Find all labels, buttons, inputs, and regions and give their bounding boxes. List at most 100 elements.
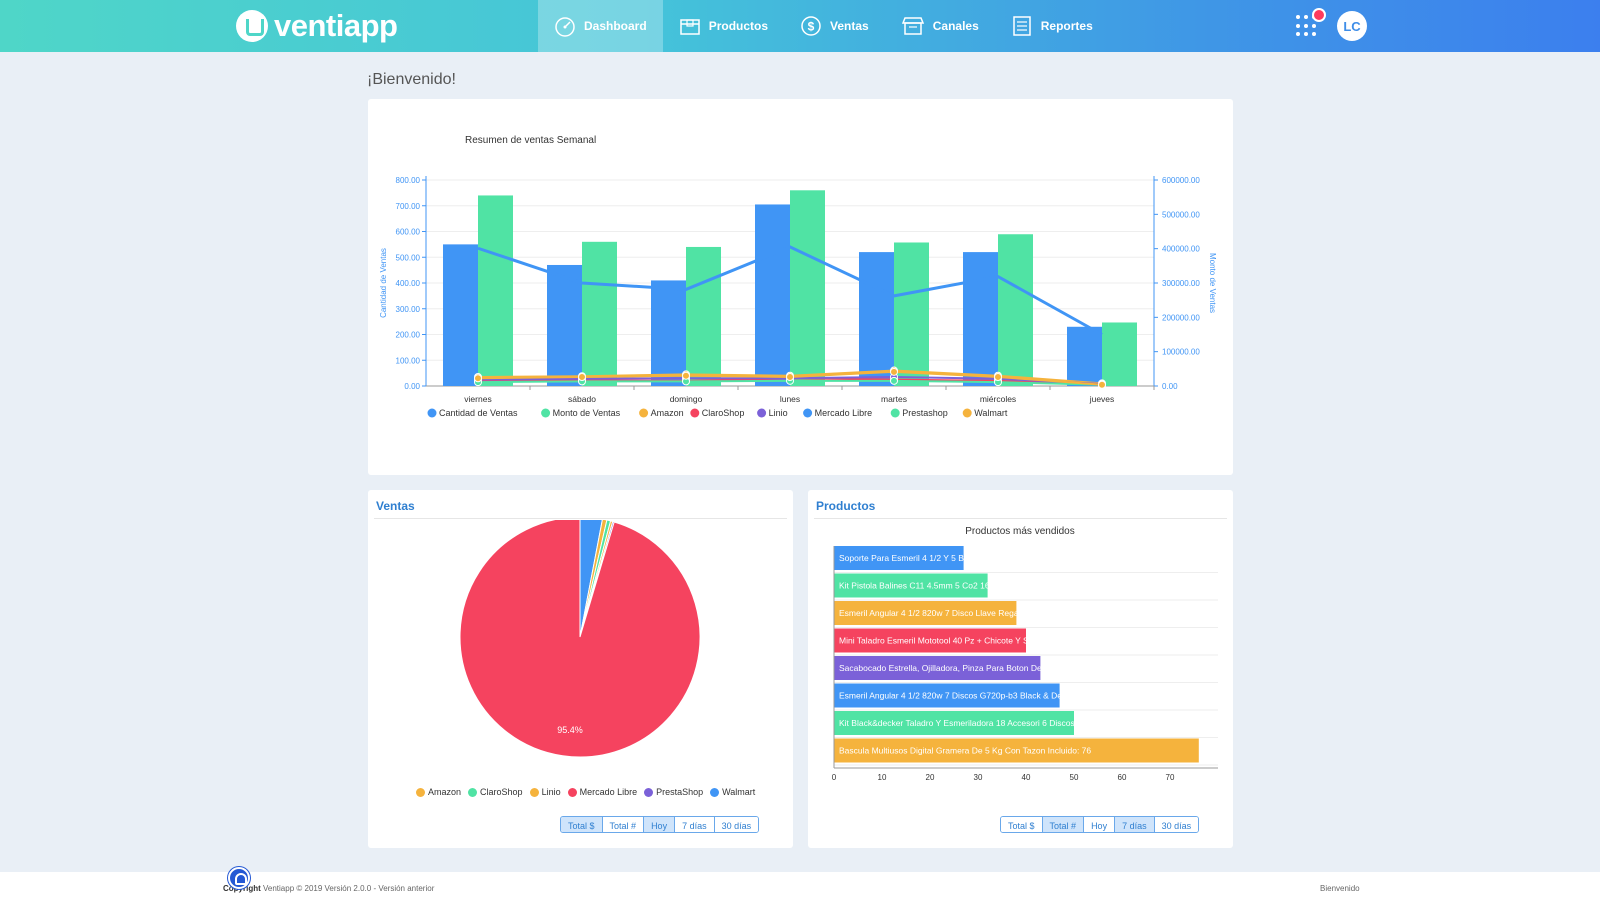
weekly-sales-card: Resumen de ventas Semanal 0.00 100.00 200.0…	[368, 99, 1233, 475]
legend-label: Linio	[541, 787, 561, 797]
legend-label: Prestashop	[902, 408, 948, 418]
list-report-icon	[1013, 16, 1031, 36]
bar-monto-de-ventas	[478, 195, 513, 386]
productos-title: Productos	[816, 499, 876, 513]
y-tick-label: 600.00	[396, 228, 421, 237]
ventas-filter-group: Total $ Total # Hoy 7 días 30 días	[560, 816, 760, 833]
x-tick-label: martes	[881, 394, 907, 404]
legend-swatch	[529, 787, 539, 797]
y2-tick-label: 600000.00	[1162, 176, 1200, 185]
point-walmart	[578, 372, 586, 381]
y-tick-label: 100.00	[396, 356, 421, 365]
x-tick-label: lunes	[780, 394, 800, 404]
ventas-card: Ventas 95.4% Amazon ClaroShop Linio Mercado…	[368, 490, 793, 848]
chart-title: Resumen de ventas Semanal	[465, 135, 596, 146]
productos-total-button[interactable]: Total $	[1001, 817, 1043, 832]
footer-copyright: Copyright Ventiapp © 2019 Versión 2.0.0 …	[223, 884, 434, 893]
storefront-icon	[901, 17, 924, 35]
product-bar-label: Kit Pistola Balines C11 4.5mm 5 Co2 1640…	[839, 581, 1096, 591]
product-bar-label: Sacabocado Estrella, Ojilladora, Pinza P…	[839, 663, 1087, 673]
ventas-total-button[interactable]: Total $	[561, 817, 603, 832]
y-tick-label: 400.00	[396, 279, 421, 288]
point-walmart	[890, 367, 898, 376]
point-walmart	[786, 372, 794, 381]
y-axis-label: Cantidad de Ventas	[379, 248, 388, 318]
point-walmart	[474, 374, 482, 383]
pie-slice-walmart	[579, 520, 603, 638]
footer-version[interactable]: Ventiapp © 2019 Versión 2.0.0 - Versión …	[263, 884, 435, 893]
ventas-hoy-button[interactable]: Hoy	[644, 817, 676, 832]
y-tick-label: 800.00	[396, 176, 421, 185]
top-bar: ventiapp Dashboard Productos $ Ventas Ca…	[0, 0, 1600, 52]
legend-swatch	[962, 408, 972, 418]
product-bar-label: Soporte Para Esmeril 4 1/2 Y 5 Base Cort…	[839, 553, 1093, 563]
bar-cantidad-de-ventas	[859, 252, 894, 386]
x-tick-label: viernes	[464, 394, 491, 404]
nav-canales[interactable]: Canales	[885, 0, 995, 52]
brand-name: ventiapp	[274, 8, 398, 43]
product-bar	[834, 573, 988, 598]
legend-label: ClaroShop	[702, 408, 745, 418]
ventas-30-d-as-button[interactable]: 30 días	[714, 817, 759, 832]
nav-dashboard-label: Dashboard	[584, 19, 647, 33]
legend-swatch	[639, 408, 649, 418]
legend-label: Walmart	[722, 787, 756, 797]
x-tick-label: sábado	[568, 394, 596, 404]
x-tick-label: 10	[878, 773, 887, 782]
ventas-title: Ventas	[376, 499, 415, 513]
nav-ventas-label: Ventas	[830, 19, 869, 33]
legend-item[interactable]: Mercado Libre	[567, 787, 637, 797]
legend-item[interactable]: Walmart	[710, 787, 755, 797]
productos-7-d-as-button[interactable]: 7 días	[1115, 817, 1155, 832]
bar-monto-de-ventas	[1102, 322, 1137, 386]
y2-tick-label: 200000.00	[1162, 313, 1200, 322]
ventas-pie-chart: 95.4%	[459, 520, 701, 758]
x-tick-label: miércoles	[980, 394, 1016, 404]
bar-cantidad-de-ventas	[547, 264, 582, 386]
productos-card: Productos Productos más vendidos Soporte …	[808, 490, 1233, 848]
nav-reportes[interactable]: Reportes	[995, 0, 1109, 52]
nav-reportes-label: Reportes	[1040, 19, 1093, 33]
legend-label: Amazon	[428, 787, 462, 797]
legend-swatch	[757, 408, 767, 418]
legend-item[interactable]: Amazon	[416, 787, 461, 797]
nav-dashboard[interactable]: Dashboard	[538, 0, 663, 52]
x-tick-label: 50	[1070, 773, 1079, 782]
ventiapp-logo[interactable]: ventiapp	[236, 8, 398, 44]
page-title: ¡Bienvenido!	[367, 71, 456, 88]
notification-bell-icon[interactable]	[1312, 8, 1326, 22]
productos-total-button[interactable]: Total #	[1042, 817, 1085, 832]
nav-ventas[interactable]: $ Ventas	[784, 0, 885, 52]
floating-bell-icon[interactable]	[228, 867, 250, 889]
legend-label: Amazon	[651, 408, 684, 418]
ventas-7-d-as-button[interactable]: 7 días	[675, 817, 715, 832]
legend-swatch	[803, 408, 813, 418]
y2-tick-label: 0.00	[1162, 382, 1178, 391]
x-tick-label: 40	[1022, 773, 1031, 782]
legend-label: Monto de Ventas	[553, 408, 621, 418]
legend-item[interactable]: ClaroShop	[468, 787, 523, 797]
legend-swatch	[690, 408, 700, 418]
x-tick-label: 70	[1166, 773, 1175, 782]
x-tick-label: 0	[832, 773, 837, 782]
legend-swatch	[416, 787, 425, 797]
point-walmart	[682, 371, 690, 380]
user-avatar[interactable]: LC	[1337, 11, 1367, 41]
nav-productos-label: Productos	[708, 19, 769, 33]
legend-swatch	[541, 408, 551, 418]
nav-productos[interactable]: Productos	[663, 0, 784, 52]
bar-monto-de-ventas	[686, 246, 721, 386]
bar-cantidad-de-ventas	[1067, 326, 1102, 386]
legend-item[interactable]: Linio	[529, 787, 561, 797]
legend-label: Walmart	[974, 408, 1008, 418]
legend-item[interactable]: PrestaShop	[644, 787, 703, 797]
ventas-total-button[interactable]: Total #	[602, 817, 645, 832]
legend-label: Mercado Libre	[815, 408, 873, 418]
bar-cantidad-de-ventas	[651, 280, 686, 386]
product-bar	[834, 711, 1074, 735]
productos-30-d-as-button[interactable]: 30 días	[1154, 817, 1199, 832]
bar-monto-de-ventas	[582, 241, 617, 386]
legend-label: Linio	[769, 408, 788, 418]
line-mercado-libre	[477, 245, 1103, 336]
productos-hoy-button[interactable]: Hoy	[1084, 817, 1116, 832]
